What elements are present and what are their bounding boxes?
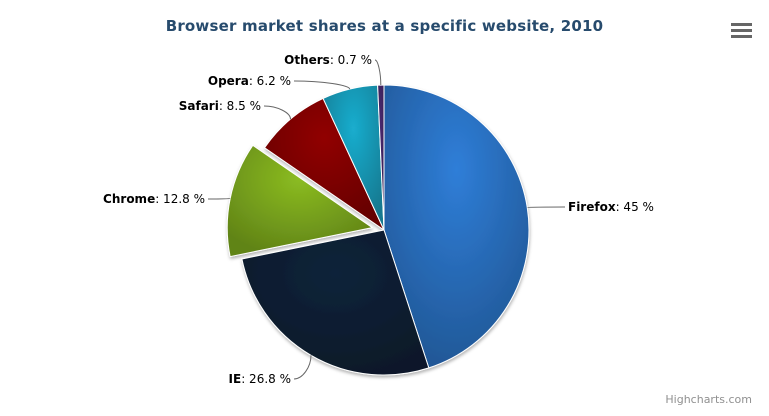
label-connector-safari (263, 105, 291, 120)
chart-title: Browser market shares at a specific webs… (165, 17, 604, 35)
pie-slice-ie[interactable] (241, 229, 430, 376)
label-connector-others (374, 59, 382, 86)
label-connector-ie (293, 355, 312, 380)
highcharts-credit-link[interactable]: Highcharts.com (665, 393, 752, 406)
hamburger-menu-icon (731, 22, 753, 38)
pie-slice-others[interactable] (377, 84, 385, 231)
context-menu-button[interactable] (728, 19, 756, 41)
pie-slice-firefox[interactable] (383, 84, 530, 369)
label-connector-opera (293, 80, 351, 90)
